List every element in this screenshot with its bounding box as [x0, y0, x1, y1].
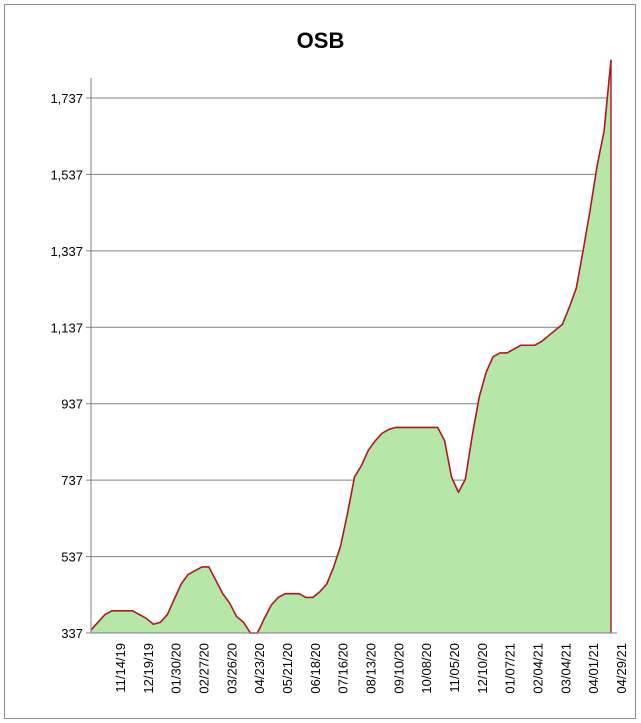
x-tick-label: 01/07/21 [503, 643, 518, 694]
x-tick-label: 09/10/20 [391, 643, 406, 694]
x-tick-label: 04/23/20 [252, 643, 267, 694]
y-tick-label: 737 [61, 473, 83, 488]
x-tick-label: 04/29/21 [614, 643, 629, 694]
y-tick-label: 1,137 [50, 320, 83, 335]
axes [86, 78, 617, 634]
x-tick-labels: 11/14/19 12/19/19 01/30/20 02/27/20 03/26/20… [113, 643, 629, 694]
x-tick-label: 05/21/20 [280, 643, 295, 694]
x-tick-label: 03/26/20 [224, 643, 239, 694]
x-tick-label: 11/14/19 [113, 643, 128, 693]
x-tick-label: 04/01/21 [586, 643, 601, 694]
y-tick-label: 1,537 [50, 167, 83, 182]
y-tick-label: 1,337 [50, 244, 83, 259]
x-tick-label: 02/27/20 [197, 643, 212, 694]
x-tick-label: 02/04/21 [531, 643, 546, 694]
y-tick-label: 337 [61, 626, 83, 641]
series-line [90, 59, 612, 634]
x-tick-label: 12/19/19 [141, 643, 156, 694]
x-tick-label: 06/18/20 [308, 643, 323, 694]
x-tick-label: 08/13/20 [364, 643, 379, 694]
y-tick-label: 1,737 [50, 91, 83, 106]
series-fill [91, 59, 611, 634]
x-tick-label: 12/10/20 [475, 643, 490, 694]
series-area [90, 59, 612, 634]
x-tick-label: 03/04/21 [558, 643, 573, 694]
y-tick-labels: 337 537 737 937 1,137 1,337 1,537 1,737 [50, 91, 83, 641]
x-tick-label: 07/16/20 [336, 643, 351, 694]
y-tick-label: 937 [61, 397, 83, 412]
x-tick-label: 11/05/20 [447, 643, 462, 693]
chart-title: OSB [296, 28, 345, 53]
x-tick-label: 01/30/20 [169, 643, 184, 694]
y-tick-label: 537 [61, 550, 83, 565]
x-tick-label: 10/08/20 [419, 643, 434, 694]
